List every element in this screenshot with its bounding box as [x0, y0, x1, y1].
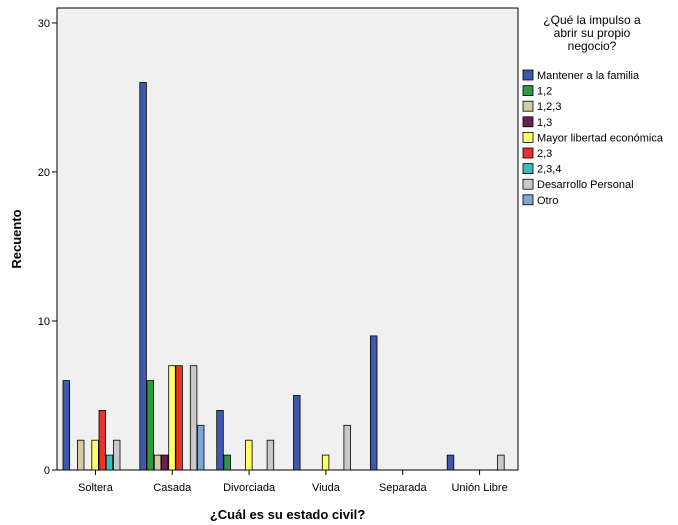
bar: [223, 454, 231, 471]
y-tick-label: 0: [44, 465, 50, 477]
bar: [196, 424, 205, 471]
bar: [77, 439, 85, 471]
bar: [216, 409, 224, 471]
legend-item-label: 1,2,3: [537, 101, 561, 113]
bar: [321, 454, 330, 471]
x-tick-label: Divorciada: [223, 482, 276, 494]
legend-swatch: [522, 131, 534, 143]
legend-swatch: [522, 147, 534, 159]
x-tick-label: Soltera: [78, 482, 114, 494]
bar: [153, 454, 162, 471]
bar: [343, 424, 351, 471]
legend-swatch: [522, 178, 534, 190]
x-tick-label: Viuda: [312, 482, 341, 494]
legend-item-label: 2,3: [537, 148, 552, 160]
bar: [91, 439, 99, 471]
legend-swatch: [522, 194, 534, 206]
x-axis-title: ¿Cuál es su estado civil?: [210, 507, 365, 522]
legend-item-label: 2,3,4: [537, 164, 561, 176]
bar: [266, 439, 275, 471]
bar: [497, 454, 505, 471]
legend-item-label: Otro: [537, 195, 558, 207]
bar: [168, 365, 176, 471]
x-tick-label: Separada: [379, 482, 428, 494]
legend-title: ¿Qué la impulso a: [543, 13, 641, 27]
bar: [245, 439, 253, 471]
legend-item-label: 1,2: [537, 86, 552, 98]
legend-item-label: Mantener a la familia: [537, 70, 640, 82]
bar: [98, 409, 106, 471]
legend-swatch: [522, 85, 534, 96]
legend-title: negocio?: [568, 39, 617, 53]
bar: [446, 454, 455, 471]
plot-area: [56, 7, 519, 471]
bar: [189, 365, 198, 471]
x-tick-label: Casada: [153, 482, 192, 494]
y-tick-label: 20: [38, 167, 50, 179]
bar: [113, 439, 121, 471]
bar: [105, 454, 114, 471]
bar: [139, 82, 147, 471]
x-tick-label: Unión Libre: [451, 482, 507, 494]
legend-swatch: [522, 100, 534, 112]
bar: [175, 365, 183, 471]
legend-swatch: [522, 163, 534, 175]
bar: [293, 395, 301, 471]
legend-swatch: [522, 116, 534, 128]
axes-group: 0 10 20 30 Soltera Casada Divorciada Viuda Separ…: [38, 18, 508, 494]
bar: [369, 335, 378, 471]
legend-item-label: 1,3: [537, 117, 552, 129]
y-tick-label: 10: [38, 316, 50, 328]
bar: [146, 380, 154, 471]
bar: [62, 380, 70, 471]
legend-item-label: Desarrollo Personal: [537, 179, 634, 191]
legend-title: abrir su propio: [554, 26, 631, 40]
legend-swatch: [522, 69, 534, 81]
y-axis-title: Recuento: [9, 209, 24, 268]
legend-item-label: Mayor libertad económica: [537, 132, 664, 144]
y-tick-label: 30: [38, 18, 50, 30]
bars-group: [62, 82, 505, 471]
bar: [160, 454, 169, 471]
